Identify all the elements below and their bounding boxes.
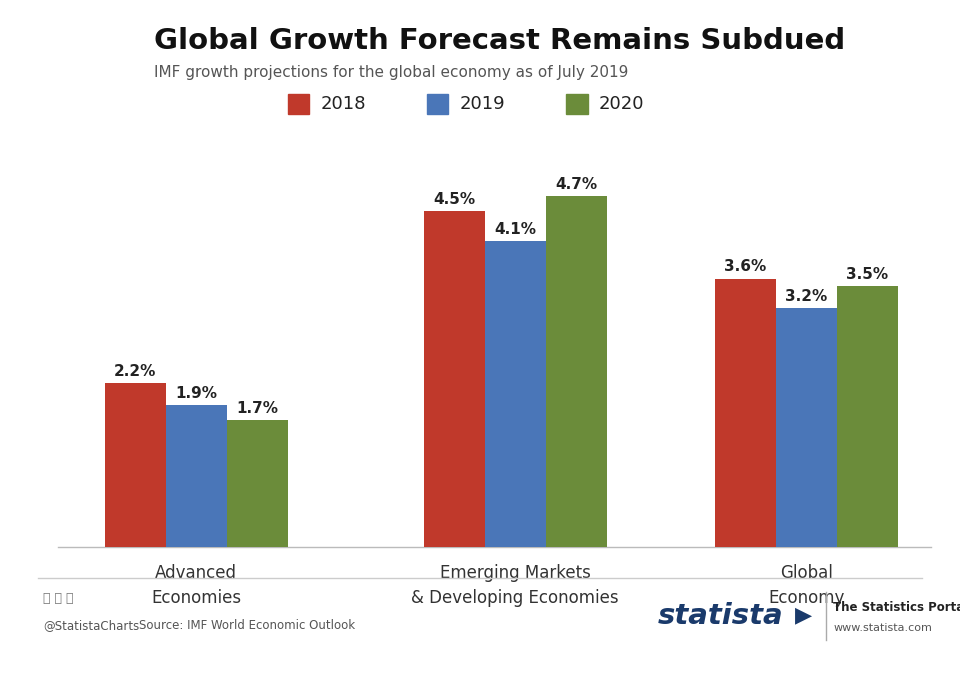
Text: Source: IMF World Economic Outlook: Source: IMF World Economic Outlook (139, 619, 355, 633)
Text: 3.2%: 3.2% (785, 289, 828, 304)
Text: 1.7%: 1.7% (236, 401, 278, 416)
Text: 2.2%: 2.2% (114, 364, 156, 378)
Text: IBT: IBT (47, 40, 116, 73)
Bar (715, 278, 776, 547)
Text: 3.5%: 3.5% (847, 267, 888, 282)
Text: 3.6%: 3.6% (724, 259, 766, 274)
Text: 4.1%: 4.1% (494, 222, 537, 237)
Text: statista: statista (658, 602, 783, 629)
Bar (105, 383, 166, 547)
Text: The Statistics Portal: The Statistics Portal (833, 601, 960, 614)
Bar (166, 406, 227, 547)
Text: 2018: 2018 (321, 95, 366, 113)
Text: 4.7%: 4.7% (555, 177, 597, 192)
Text: 4.5%: 4.5% (433, 192, 475, 207)
Text: ⓒ ⓘ Ⓖ: ⓒ ⓘ Ⓖ (43, 592, 74, 605)
Bar (227, 421, 288, 547)
Bar (485, 241, 545, 547)
Text: ▶: ▶ (795, 605, 812, 626)
Text: 2020: 2020 (599, 95, 644, 113)
Text: Global Growth Forecast Remains Subdued: Global Growth Forecast Remains Subdued (154, 27, 845, 55)
Bar (776, 308, 837, 547)
Text: www.statista.com: www.statista.com (833, 623, 932, 633)
Text: 2019: 2019 (460, 95, 506, 113)
Bar (837, 286, 898, 547)
Bar (423, 211, 485, 547)
Text: @StatistaCharts: @StatistaCharts (43, 619, 139, 633)
Text: 1.9%: 1.9% (176, 386, 217, 401)
Bar (545, 196, 607, 547)
Text: IMF growth projections for the global economy as of July 2019: IMF growth projections for the global ec… (154, 65, 628, 80)
